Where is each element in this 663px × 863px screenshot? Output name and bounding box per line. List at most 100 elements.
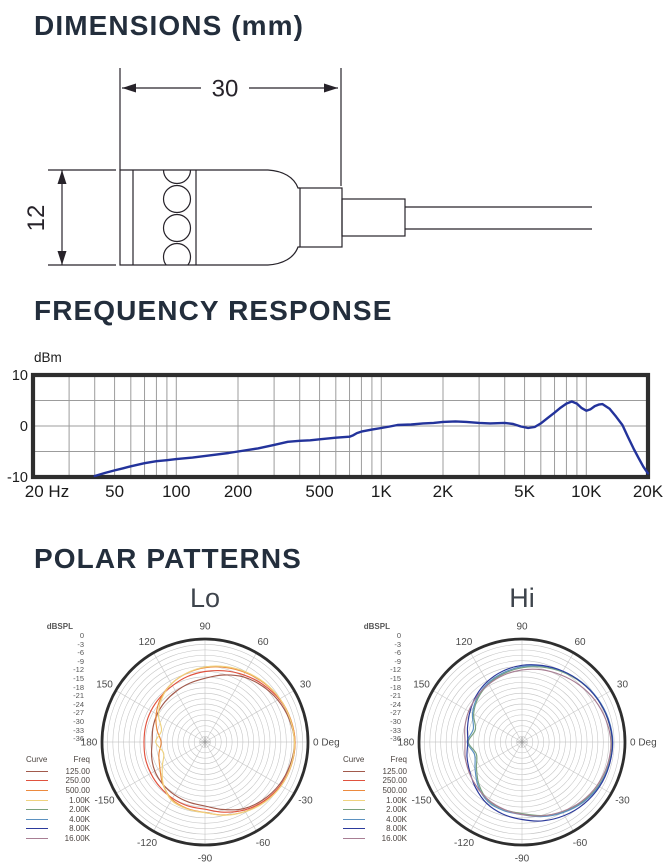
polar-angle-label: 30 xyxy=(300,680,312,691)
legend-freq-label: 2.00K xyxy=(386,805,407,815)
polar-angle-label: 60 xyxy=(574,637,586,648)
legend-row: 500.00 xyxy=(26,786,90,796)
polar-grid-ring xyxy=(456,676,588,808)
legend-freq-label: 4.00K xyxy=(386,814,407,824)
fr-x-tick-label: 20K xyxy=(633,482,663,501)
dbspl-scale-tick: -6 xyxy=(394,648,401,658)
polar-outer-ring xyxy=(417,637,627,847)
polar-outer-ring xyxy=(100,637,310,847)
polar-grid-ring xyxy=(193,730,217,754)
polar-grid-ring xyxy=(494,714,550,770)
polar-angle-label: -120 xyxy=(137,838,157,849)
polar-spoke xyxy=(204,690,295,743)
legend-swatch-125.00 xyxy=(343,770,365,772)
dbspl-scale-tick: -24 xyxy=(390,699,401,709)
dbspl-scale-tick: 0 xyxy=(79,631,84,640)
dbspl-scale-tick: -12 xyxy=(73,665,84,675)
polar-plot-hi: 90 60 120 30 150 0 Deg 180 -30 -150 -60 -120 -90 xyxy=(398,622,657,863)
polar-grid-ring xyxy=(172,709,238,775)
polar-grid-ring xyxy=(500,720,544,764)
polar-curve-1.00K xyxy=(155,665,295,816)
dbspl-scale-tick: -36 xyxy=(73,734,84,744)
legend-curve-header: Curve xyxy=(26,755,48,764)
legend-freq-label: 4.00K xyxy=(69,814,90,824)
dbspl-scale-tick: -3 xyxy=(77,639,84,649)
polar-grid-ring xyxy=(128,665,282,819)
fr-y-tick-label: 0 xyxy=(20,419,28,435)
polar-grid-ring xyxy=(472,692,572,792)
fr-x-tick-label: 50 xyxy=(105,482,124,501)
polar-spoke xyxy=(153,741,206,832)
polar-chart-hi: Hi dBSPL 0 -3 -6 -9 -12 -15 -18 -21 -24 -27 -30 -33-… xyxy=(317,582,657,863)
polar-grid-ring xyxy=(510,730,534,754)
polar-grid-ring xyxy=(440,660,604,824)
polar-chart-lo: Lo dBSPL 0 -3 -6 -9 -12 -15 -18 -21 -24 -27 -30 -33-… xyxy=(0,582,340,863)
polar-spoke xyxy=(521,652,574,743)
legend-freq-label: 8.00K xyxy=(69,824,90,834)
polar-spoke xyxy=(470,741,523,832)
legend-swatch-1.00K xyxy=(26,799,48,801)
polar-grid-ring xyxy=(183,720,227,764)
legend-swatch-4.00K xyxy=(343,818,365,820)
legend-row: 8.00K xyxy=(26,824,90,834)
polar-grid-ring xyxy=(429,649,615,835)
polar-angle-label: 30 xyxy=(617,680,629,691)
polar-grid-ring xyxy=(462,682,582,802)
polar-angle-label: 180 xyxy=(81,738,98,749)
polar-angle-label: 90 xyxy=(516,622,528,633)
mic-bell-bottom xyxy=(267,246,300,266)
legend-swatch-16.00K xyxy=(26,837,48,839)
dbspl-scale-tick: -27 xyxy=(73,708,84,718)
dbspl-scale-tick: -15 xyxy=(73,673,84,683)
polar-patterns-section-title: POLAR PATTERNS xyxy=(34,543,302,574)
dbspl-scale-tick: -21 xyxy=(390,691,401,701)
polar-grid-ring xyxy=(188,725,222,759)
dbspl-scale-tick: -36 xyxy=(390,734,401,744)
fr-x-tick-label: 1K xyxy=(371,482,392,501)
polar-angle-label: 0 Deg xyxy=(630,738,657,749)
polar-spoke xyxy=(521,690,612,743)
dimensions-section-title: DIMENSIONS (mm) xyxy=(34,10,305,41)
mic-body-outline xyxy=(119,169,268,266)
mic-grille-circles xyxy=(162,170,192,265)
polar-grid-ring xyxy=(112,649,298,835)
polar-angle-label: 90 xyxy=(199,622,211,633)
legend-row: 125.00 xyxy=(343,767,407,777)
legend-swatch-4.00K xyxy=(26,818,48,820)
legend-freq-header: Freq xyxy=(390,755,407,764)
fr-x-tick-label: 2K xyxy=(433,482,454,501)
mic-connector-block xyxy=(299,187,343,248)
legend-header: Curve Freq xyxy=(26,755,90,764)
polar-angle-label: -30 xyxy=(615,796,630,807)
polar-legend: Curve Freq 125.00 250.00 500.00 1.00K 2.00K 4.0… xyxy=(26,755,90,843)
polar-spoke xyxy=(204,741,257,832)
polar-grid-ring xyxy=(107,644,303,840)
mic-dimension-drawing: 30 12 xyxy=(23,68,592,266)
polar-grid-ring xyxy=(505,725,539,759)
polar-chart-hi-title: Hi xyxy=(509,583,535,613)
polar-angle-label: -60 xyxy=(256,838,271,849)
polar-grid-ring xyxy=(199,736,211,748)
legend-swatch-2.00K xyxy=(343,809,365,811)
legend-freq-label: 125.00 xyxy=(382,766,407,776)
dbspl-scale-tick: -18 xyxy=(73,682,84,692)
legend-swatch-16.00K xyxy=(343,837,365,839)
legend-freq-label: 8.00K xyxy=(386,824,407,834)
fr-x-tick-label: 20 Hz xyxy=(25,482,69,501)
legend-row: 4.00K xyxy=(26,814,90,824)
length-dimension-value: 30 xyxy=(212,76,239,103)
polar-curve-125.00 xyxy=(150,674,295,811)
legend-header: Curve Freq xyxy=(343,755,407,764)
legend-row: 16.00K xyxy=(26,834,90,844)
legend-freq-label: 250.00 xyxy=(65,776,90,786)
arrowhead-up xyxy=(57,170,67,184)
dbspl-scale-tick: -24 xyxy=(73,699,84,709)
polar-grid-ring xyxy=(177,714,233,770)
polar-curve-16.00K xyxy=(464,668,612,817)
polar-angle-label: -150 xyxy=(95,796,115,807)
legend-swatch-250.00 xyxy=(26,780,48,782)
dbspl-scale-tick: 0 xyxy=(396,631,401,640)
fr-x-tick-label: 100 xyxy=(162,482,190,501)
